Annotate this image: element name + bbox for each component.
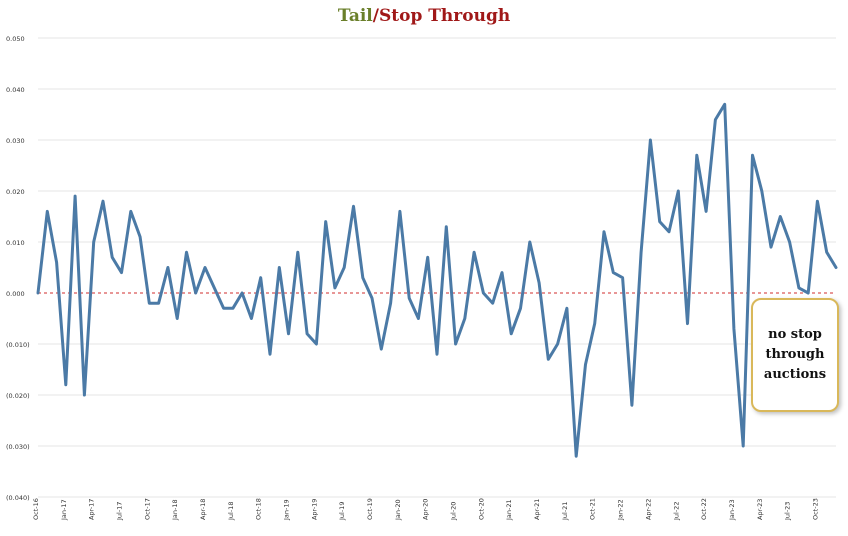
x-tick-label: Oct-18	[255, 498, 263, 520]
x-tick-label: Jan-21	[505, 499, 513, 521]
x-tick-label: Jan-18	[171, 499, 179, 521]
y-tick-label: 0.010	[6, 239, 25, 247]
x-tick-label: Jul-22	[672, 502, 680, 521]
y-tick-label: (0.010)	[6, 341, 30, 349]
x-tick-label: Apr-18	[199, 499, 207, 520]
y-tick-label: (0.030)	[6, 443, 30, 451]
chart-title-separator: /	[372, 6, 379, 26]
x-tick-label: Jul-18	[227, 502, 235, 521]
y-tick-label: (0.020)	[6, 392, 30, 400]
y-tick-label: 0.030	[6, 137, 25, 145]
x-tick-label: Apr-17	[88, 499, 96, 520]
x-tick-label: Jan-22	[617, 499, 625, 521]
y-tick-label: 0.020	[6, 188, 25, 196]
x-tick-label: Jul-20	[450, 502, 458, 521]
y-tick-label: 0.000	[6, 290, 25, 298]
x-tick-label: Apr-20	[422, 499, 430, 520]
annotation-line-2: through	[765, 347, 825, 362]
y-tick-label: (0.040)	[6, 494, 30, 502]
series-line	[36, 102, 838, 458]
x-tick-label: Apr-19	[310, 499, 318, 520]
x-tick-label: Jul-17	[116, 502, 124, 521]
y-tick-label: 0.040	[6, 86, 25, 94]
chart-title-tail: Tail	[337, 6, 373, 26]
x-tick-label: Apr-22	[644, 499, 652, 520]
x-tick-label: Apr-21	[533, 499, 541, 520]
x-tick-label: Jan-17	[60, 499, 68, 521]
x-tick-label: Oct-23	[811, 498, 819, 520]
x-tick-label: Jul-19	[338, 502, 346, 521]
chart-title: Tail/Stop Through	[0, 6, 848, 26]
x-tick-label: Apr-23	[756, 499, 764, 520]
annotation-callout: no stop through auctions	[751, 298, 839, 412]
x-tick-label: Oct-17	[143, 498, 151, 520]
x-tick-label: Jan-19	[283, 499, 291, 521]
chart-title-stop-through: Stop Through	[379, 6, 511, 26]
x-tick-label: Oct-22	[700, 498, 708, 520]
y-tick-label: 0.050	[6, 35, 25, 43]
x-tick-label: Jul-21	[561, 502, 569, 521]
x-tick-label: Jan-23	[728, 499, 736, 521]
x-tick-label: Oct-19	[366, 498, 374, 520]
x-tick-label: Jul-23	[784, 502, 792, 521]
x-tick-label: Oct-20	[477, 498, 485, 520]
x-tick-label: Oct-16	[32, 498, 40, 520]
annotation-line-1: no stop	[768, 327, 822, 342]
annotation-line-3: auctions	[763, 367, 827, 382]
x-tick-label: Oct-21	[589, 498, 597, 520]
x-tick-label: Jan-20	[394, 499, 402, 521]
